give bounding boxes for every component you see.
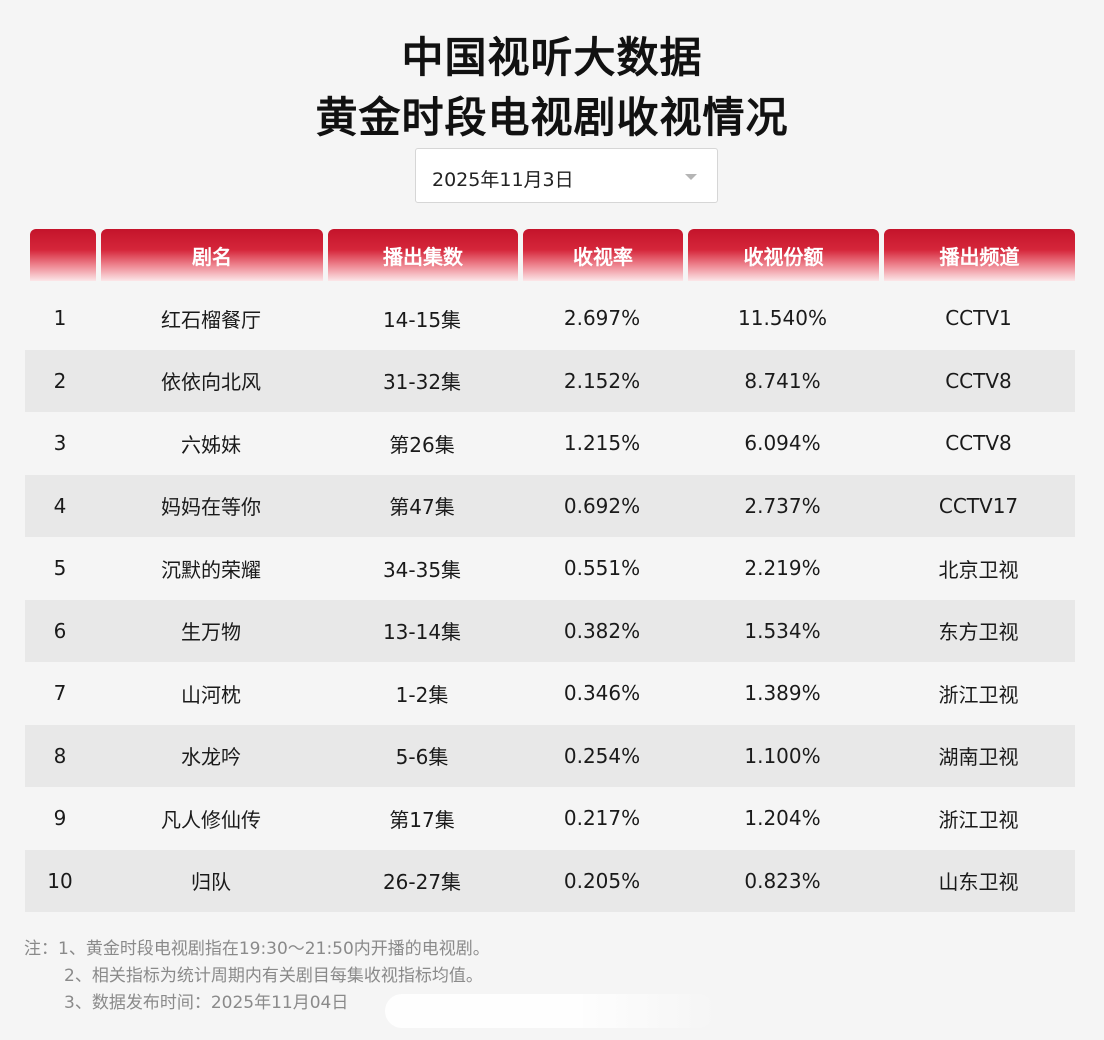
cell-rating: 0.205% — [563, 868, 641, 893]
cell-rating: 0.692% — [563, 493, 641, 518]
header-rating: 收视率 — [523, 229, 683, 281]
table-row: 6 生万物 13-14集 0.382% 1.534% 东方卫视 — [25, 599, 1075, 662]
cell-drama-name: 红石榴餐厅 — [161, 307, 261, 332]
cell-episodes: 13-14集 — [382, 620, 462, 644]
cell-rank: 4 — [53, 493, 67, 518]
cell-episodes: 第47集 — [389, 495, 455, 519]
cell-channel: CCTV17 — [938, 493, 1019, 518]
table-row: 1 红石榴餐厅 14-15集 2.697% 11.540% CCTV1 — [25, 287, 1075, 349]
cell-share: 2.737% — [744, 493, 821, 518]
date-select-value: 2025年11月3日 — [432, 169, 574, 191]
footnote-2: 2、相关指标为统计周期内有关剧目每集收视指标均值。 — [64, 966, 483, 986]
cell-share: 1.100% — [744, 743, 821, 768]
table-row: 5 沉默的荣耀 34-35集 0.551% 2.219% 北京卫视 — [25, 537, 1075, 599]
cell-channel: CCTV1 — [945, 306, 1012, 330]
cell-rating: 0.551% — [563, 556, 641, 580]
cell-rank: 6 — [53, 618, 67, 643]
cell-channel: 浙江卫视 — [938, 807, 1019, 832]
cell-rating: 2.697% — [563, 306, 641, 330]
cell-episodes: 34-35集 — [382, 557, 462, 582]
cell-channel: 东方卫视 — [938, 620, 1019, 644]
cell-rank: 3 — [53, 431, 67, 455]
chevron-down-icon[interactable] — [685, 174, 697, 180]
cell-rating: 1.215% — [563, 431, 641, 455]
watermark — [385, 994, 715, 1028]
cell-share: 0.823% — [744, 868, 821, 893]
cell-rank: 8 — [53, 743, 67, 768]
cell-episodes: 1-2集 — [395, 682, 449, 707]
cell-rating: 0.346% — [563, 681, 641, 705]
cell-rank: 7 — [53, 681, 67, 705]
cell-channel: CCTV8 — [945, 368, 1012, 393]
cell-drama-name: 归队 — [191, 870, 231, 894]
cell-channel: 北京卫视 — [938, 557, 1019, 582]
header-episodes: 播出集数 — [328, 229, 518, 281]
table-row: 9 凡人修仙传 第17集 0.217% 1.204% 浙江卫视 — [25, 787, 1075, 849]
cell-channel: 浙江卫视 — [938, 682, 1019, 707]
cell-rating: 0.382% — [563, 618, 641, 643]
table-row: 2 依依向北风 31-32集 2.152% 8.741% CCTV8 — [25, 349, 1075, 412]
cell-drama-name: 六姊妹 — [181, 432, 241, 457]
header-rank — [30, 229, 96, 281]
cell-channel: CCTV8 — [945, 431, 1012, 455]
cell-drama-name: 山河枕 — [181, 682, 241, 707]
cell-rank: 5 — [53, 556, 67, 580]
cell-episodes: 第26集 — [389, 432, 455, 457]
table-row: 3 六姊妹 第26集 1.215% 6.094% CCTV8 — [25, 412, 1075, 474]
header-channel: 播出频道 — [884, 229, 1075, 281]
cell-share: 8.741% — [744, 368, 821, 393]
date-select[interactable]: 2025年11月3日 — [415, 148, 718, 203]
cell-channel: 山东卫视 — [938, 870, 1019, 894]
cell-drama-name: 凡人修仙传 — [161, 807, 261, 832]
cell-drama-name: 依依向北风 — [161, 370, 261, 394]
cell-drama-name: 沉默的荣耀 — [161, 557, 261, 582]
cell-drama-name: 水龙吟 — [181, 745, 241, 769]
table-row: 7 山河枕 1-2集 0.346% 1.389% 浙江卫视 — [25, 662, 1075, 724]
page-title: 中国视听大数据 — [401, 33, 703, 82]
cell-drama-name: 生万物 — [181, 620, 241, 644]
cell-share: 1.389% — [744, 681, 821, 705]
cell-rank: 1 — [53, 306, 67, 330]
cell-episodes: 31-32集 — [382, 370, 462, 394]
table-header: 剧名 播出集数 收视率 收视份额 播出频道 — [0, 229, 1104, 281]
cell-share: 1.534% — [744, 618, 821, 643]
cell-episodes: 14-15集 — [382, 307, 462, 332]
cell-episodes: 26-27集 — [382, 870, 462, 894]
cell-rating: 0.254% — [563, 743, 641, 768]
cell-drama-name: 妈妈在等你 — [161, 495, 261, 519]
table-row: 10 归队 26-27集 0.205% 0.823% 山东卫视 — [25, 849, 1075, 912]
footnote-3: 3、数据发布时间：2025年11月04日 — [64, 993, 349, 1013]
table-row: 8 水龙吟 5-6集 0.254% 1.100% 湖南卫视 — [25, 724, 1075, 787]
cell-rank: 9 — [53, 806, 67, 830]
cell-rank: 10 — [47, 868, 73, 893]
cell-episodes: 5-6集 — [395, 745, 449, 769]
cell-share: 2.219% — [744, 556, 821, 580]
cell-channel: 湖南卫视 — [938, 745, 1019, 769]
header-share: 收视份额 — [688, 229, 879, 281]
footnotes: 注：1、黄金时段电视剧指在19:30～21:50内开播的电视剧。 2、相关指标为… — [24, 936, 490, 1017]
cell-rating: 0.217% — [563, 806, 641, 830]
header-drama-name: 剧名 — [101, 229, 323, 281]
footnote-1: 注：1、黄金时段电视剧指在19:30～21:50内开播的电视剧。 — [24, 939, 490, 959]
cell-share: 6.094% — [744, 431, 821, 455]
cell-share: 1.204% — [744, 806, 821, 830]
cell-episodes: 第17集 — [389, 807, 455, 832]
page-subtitle: 黄金时段电视剧收视情况 — [315, 93, 789, 142]
table-row: 4 妈妈在等你 第47集 0.692% 2.737% CCTV17 — [25, 474, 1075, 537]
cell-rank: 2 — [53, 368, 67, 393]
cell-rating: 2.152% — [563, 368, 641, 393]
cell-share: 11.540% — [738, 306, 827, 330]
